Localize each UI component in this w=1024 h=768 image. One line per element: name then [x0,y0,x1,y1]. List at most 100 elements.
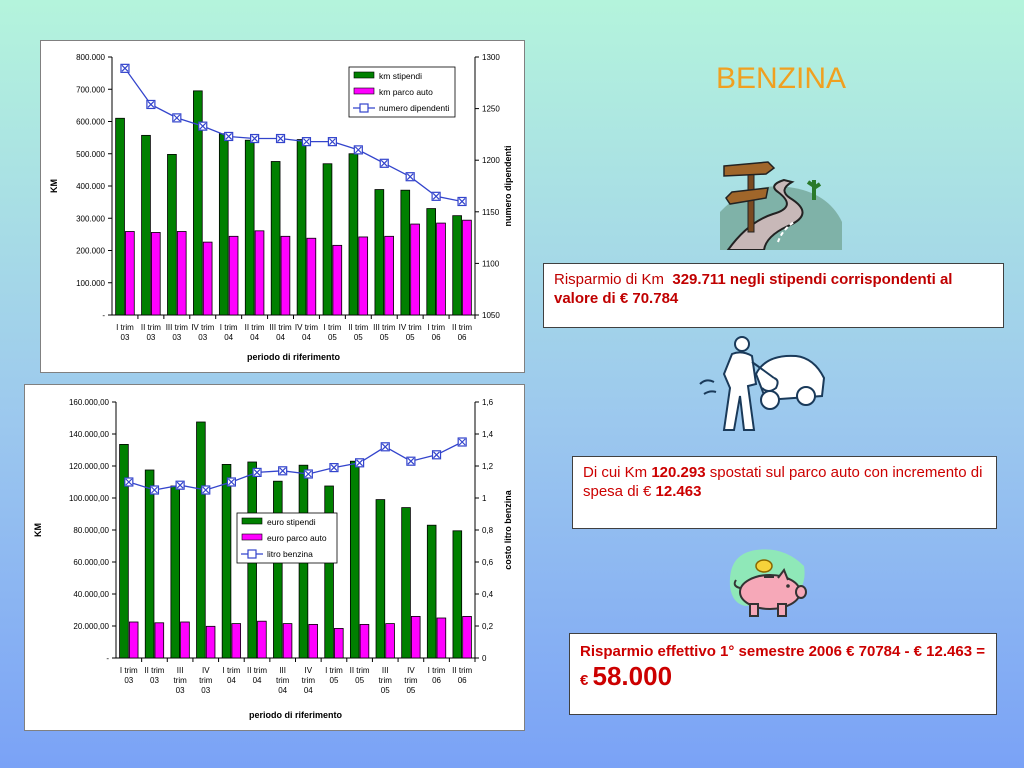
signpost-road-clipart-icon [720,161,842,250]
chart1-bar-b [384,235,394,316]
chart1-bar-b [332,244,343,316]
chart1-ytick-label: 600.000 [76,118,105,127]
chart1-xtick-label: IV trim [191,323,214,332]
chart2-ytick-label: 140.000,00 [69,430,110,439]
chart2-bar-b [410,615,421,659]
chart1-bar-a [141,134,151,316]
chart1-xtick-label: 05 [354,333,363,342]
chart1-legend-label: km stipendi [379,71,422,81]
chart2-line-point [226,477,236,487]
chart2-line-point [431,450,442,460]
chart2-xtick-label: 04 [253,676,262,685]
chart1-legend-marker [359,103,369,113]
chart2-xtick-label: trim [199,676,213,685]
chart2-ylabel: KM [33,523,43,537]
note-km-savings-bold: 329.711 negli stipendi corrispondenti al… [554,271,953,307]
chart1-line-point [198,121,208,131]
chart1-bar-a [348,153,359,316]
chart2-xtick-label: I trim [120,666,138,675]
chart2-xtick-label: I trim [428,666,446,675]
chart2-ytick-label: 20.000,00 [73,622,109,631]
chart1-xtick-label: III trim [166,323,189,332]
chart2-xtick-label: 06 [432,676,441,685]
chart2-line-point [303,469,313,479]
chart2-bar-a [349,460,360,659]
chart1-y2label: numero dipendenti [503,146,513,227]
chart2-bar-a [452,530,463,659]
chart1-bar-a [244,139,255,316]
chart2-xtick-label: trim [276,676,290,685]
chart1-line-point [146,99,156,110]
piggy-bank-coin-clipart-icon [729,549,807,617]
chart2-line-point [406,456,416,466]
chart1-ytick-label: 400.000 [76,182,105,191]
chart2-bar-a [375,499,386,659]
chart1-xtick-label: 05 [406,333,415,342]
chart-euro: -20.000,00 40.000,00 60.000,00 80.000,00 100… [24,384,525,731]
chart1-bar-a [452,215,462,316]
chart2-xtick-label: III [279,666,286,675]
chart2-xtick-label: trim [173,676,187,685]
chart1-xtick-label: II trim [245,323,265,332]
chart2-ytick-label: 100.000,00 [69,494,110,503]
chart1-line-point [250,133,260,144]
chart1-ylabel: KM [49,179,59,193]
chart2-xtick-label: 05 [406,686,415,695]
chart1-line-point [120,63,130,73]
chart2-bar-b [308,623,318,659]
chart1-xtick-label: 05 [328,333,337,342]
chart2-bar-b [282,623,293,659]
chart1-line-point [379,158,389,168]
note-km-savings-text: Risparmio di Km [554,271,665,288]
chart2-bar-b [205,625,216,659]
chart2-legend-swatch [241,517,263,525]
chart1-bar-a [374,189,385,316]
chart2-xtick-label: 04 [278,686,287,695]
chart2-xlabel: periodo di riferimento [249,710,343,720]
chart2-bar-b [180,621,190,659]
chart2-y2tick-label: 1,4 [482,430,494,439]
chart1-ytick-label: 800.000 [76,53,105,62]
chart1-line-point [431,191,441,201]
chart1-line-point [301,137,312,147]
chart1-bar-a [400,189,411,316]
chart2-xtick-label: 06 [458,676,467,685]
chart1-y2tick-label: 1150 [482,208,500,217]
chart1-xtick-label: 06 [432,333,441,342]
chart1-xtick-label: 04 [250,333,259,342]
chart2-line-point [355,458,365,468]
chart1-legend-label: km parco auto [379,87,433,97]
note-km-moved-text-a: Di cui Km [583,464,652,481]
chart1-bar-b [462,219,472,316]
chart2-xtick-label: trim [302,676,316,685]
chart1-bar-b [228,235,239,316]
chart1-bar-a [193,90,203,316]
note-km-moved-bold-b: 12.463 [655,483,702,500]
chart1-xtick-label: 03 [198,333,207,342]
chart2-xtick-label: 03 [124,676,133,685]
chart2-bar-a [119,444,129,659]
chart1-y2tick-label: 1300 [482,53,500,62]
chart2-xtick-label: 05 [355,676,364,685]
chart1-legend-label: numero dipendenti [379,103,450,113]
chart2-bar-a [273,480,283,659]
chart2-line-point [457,437,467,447]
chart2-bar-b [154,622,165,659]
chart-km-svg: - 100.000 200.000 300.000 400.000 500.000 600.… [49,53,513,362]
note-km-moved-bold-a: 120.293 [651,464,706,481]
chart1-ytick-label: 700.000 [76,85,105,94]
note-km-moved-text-b: spostati sul parco auto con incremento d… [583,464,983,500]
chart2-legend-label: litro benzina [267,549,313,559]
chart2-line-point [175,480,185,490]
chart1-ytick-label: - [102,311,105,320]
chart2-bar-a [426,524,437,659]
chart1-line-point [275,133,286,144]
note-effective-savings-text: Risparmio effettivo 1° semestre 2006 € 7… [580,643,985,689]
chart2-xtick-label: IV [305,666,313,675]
chart1-bar-a [167,153,177,316]
chart1-xtick-label: II trim [452,323,472,332]
chart2-ytick-label: 80.000,00 [73,526,109,535]
chart2-xtick-label: 05 [330,676,339,685]
chart1-legend-swatch [353,71,375,79]
chart1-bar-b [176,231,187,316]
